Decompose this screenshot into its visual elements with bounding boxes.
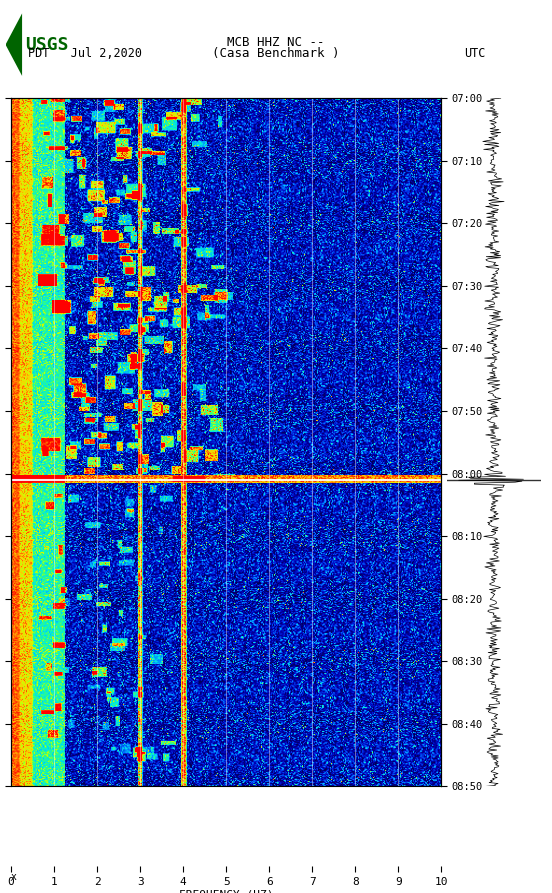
Text: (Casa Benchmark ): (Casa Benchmark ): [213, 47, 339, 61]
X-axis label: FREQUENCY (HZ): FREQUENCY (HZ): [179, 889, 273, 893]
Text: UTC: UTC: [464, 47, 485, 61]
Text: MCB HHZ NC --: MCB HHZ NC --: [227, 36, 325, 49]
Text: PDT   Jul 2,2020: PDT Jul 2,2020: [28, 47, 142, 61]
Text: USGS: USGS: [25, 36, 69, 54]
Polygon shape: [6, 13, 22, 76]
Text: x: x: [11, 872, 17, 882]
